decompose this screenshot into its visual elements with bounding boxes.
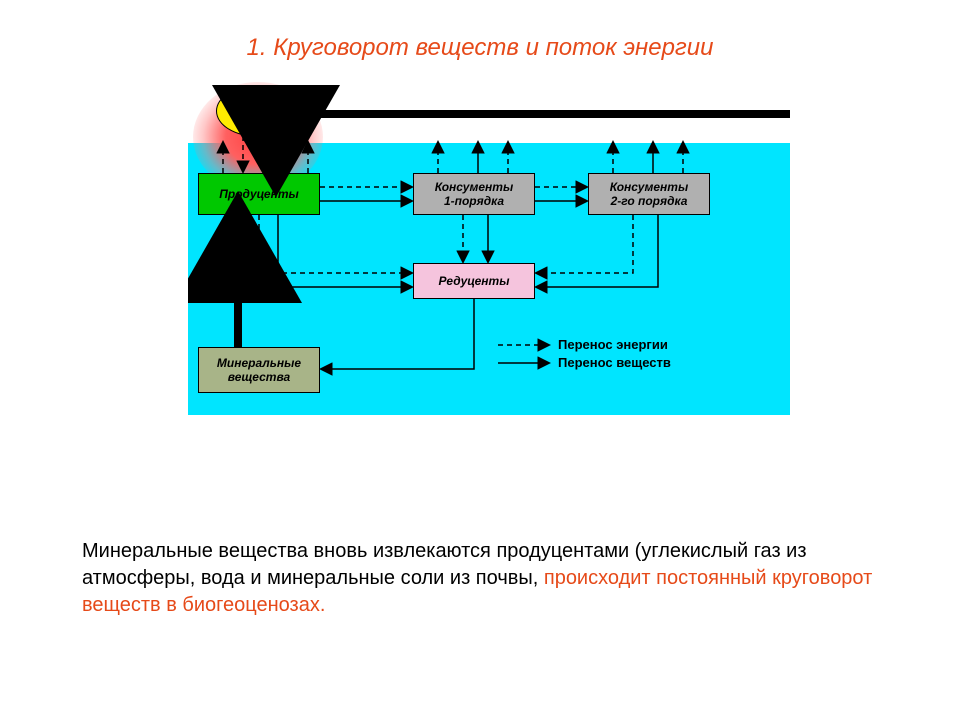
caption-paragraph: Минеральные вещества вновь извлекаются п…: [82, 538, 882, 619]
page-title: 1. Круговорот веществ и поток энергии: [0, 34, 960, 62]
node-minerals: Минеральныевещества: [198, 347, 320, 393]
legend-energy: Перенос энергии: [558, 337, 668, 352]
node-consumers2: Консументы2-го порядка: [588, 173, 710, 215]
legend-matter: Перенос веществ: [558, 355, 671, 370]
ecosystem-diagram: Солнце Продуценты Консументы1-порядка Ко…: [188, 85, 790, 415]
node-producers: Продуценты: [198, 173, 320, 215]
sun-label: Солнце: [234, 104, 282, 119]
node-label: Консументы1-порядка: [435, 180, 513, 209]
node-label: Продуценты: [219, 187, 299, 201]
node-label: Редуценты: [439, 274, 510, 288]
node-label: Консументы2-го порядка: [610, 180, 688, 209]
sun-node: Солнце: [216, 85, 300, 137]
node-consumers1: Консументы1-порядка: [413, 173, 535, 215]
node-reducers: Редуценты: [413, 263, 535, 299]
node-label: Минеральныевещества: [217, 356, 301, 385]
